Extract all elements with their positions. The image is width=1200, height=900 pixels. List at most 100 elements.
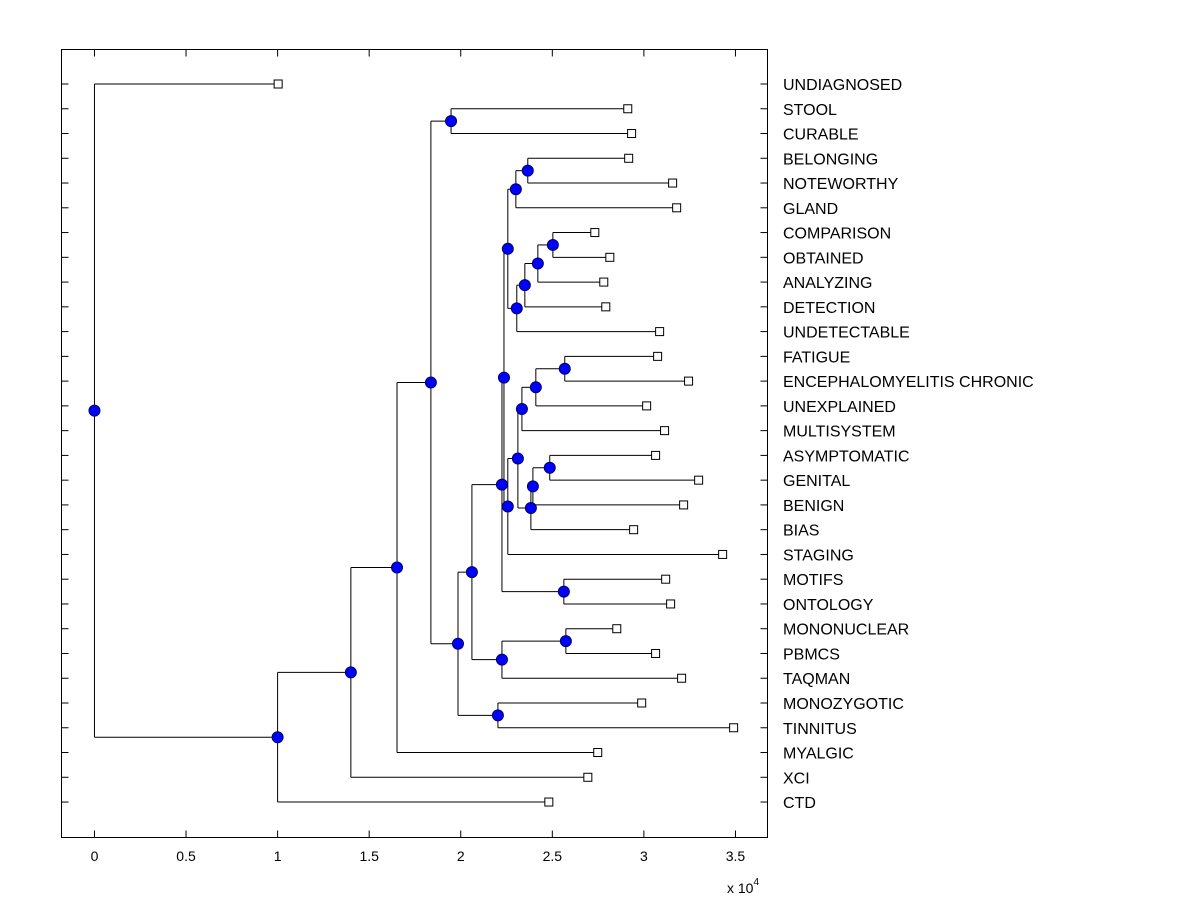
leaf-label: GENITAL xyxy=(783,473,850,490)
leaf-marker xyxy=(653,351,663,361)
leaf-marker xyxy=(668,178,678,188)
leaf-marker xyxy=(629,525,639,535)
leaf-marker xyxy=(605,252,615,262)
x-tick-label: 0.5 xyxy=(176,848,196,864)
leaf-label: UNDIAGNOSED xyxy=(783,77,902,94)
leaf-marker xyxy=(544,797,554,807)
leaf-marker xyxy=(642,401,652,411)
leaf-marker xyxy=(623,104,633,114)
leaf-label: STOOL xyxy=(783,102,837,119)
x-tick-label: 2 xyxy=(457,848,465,864)
leaf-marker xyxy=(694,475,704,485)
node-marker xyxy=(497,371,510,384)
leaf-label: UNDETECTABLE xyxy=(783,325,910,342)
node-marker xyxy=(524,502,537,515)
node-marker xyxy=(491,709,504,722)
node-marker xyxy=(88,404,101,417)
node-marker xyxy=(515,402,528,415)
leaf-marker xyxy=(718,549,728,559)
leaf-labels: UNDIAGNOSED STOOL CURABLE BELONGING NOTEWORT… xyxy=(783,77,1034,812)
x-tick-label: 2.5 xyxy=(543,848,563,864)
leaf-marker xyxy=(612,624,622,634)
leaf-label: FATIGUE xyxy=(783,349,850,366)
leaf-marker xyxy=(666,599,676,609)
node-marker xyxy=(465,566,478,579)
leaf-label: COMPARISON xyxy=(783,226,891,243)
leaf-label: MULTISYSTEM xyxy=(783,424,896,441)
leaf-marker xyxy=(660,426,670,436)
node-marker xyxy=(557,585,570,598)
leaf-marker xyxy=(661,574,671,584)
node-marker xyxy=(559,635,572,648)
node-marker xyxy=(521,164,534,177)
leaf-marker xyxy=(637,698,647,708)
leaf-marker xyxy=(655,327,665,337)
node-marker xyxy=(495,653,508,666)
leaf-label: ENCEPHALOMYELITIS CHRONIC xyxy=(783,374,1034,391)
leaf-marker xyxy=(601,302,611,312)
leaf-label: PBMCS xyxy=(783,646,840,663)
x-tick-label: 0 xyxy=(91,848,99,864)
x-tick-label: 1 xyxy=(274,848,282,864)
leaf-label: NOTEWORTHY xyxy=(783,176,899,193)
leaf-marker xyxy=(624,153,634,163)
leaf-label: MONONUCLEAR xyxy=(783,622,909,639)
node-marker xyxy=(501,242,514,255)
node-marker xyxy=(495,478,508,491)
node-marker xyxy=(451,637,464,650)
leaf-marker xyxy=(729,723,739,733)
leaf-label: CTD xyxy=(783,795,816,812)
node-marker xyxy=(391,561,404,574)
plot-area xyxy=(61,49,768,838)
leaf-marker xyxy=(684,376,694,386)
node-marker xyxy=(509,183,522,196)
leaf-marker xyxy=(651,450,661,460)
leaf-label: ANALYZING xyxy=(783,275,873,292)
node-marker xyxy=(558,362,571,375)
x-multiplier: x 104 xyxy=(727,877,759,896)
leaf-marker xyxy=(677,673,687,683)
node-marker xyxy=(511,452,524,465)
leaf-label: OBTAINED xyxy=(783,250,864,267)
dendrogram-marks xyxy=(88,79,739,807)
leaf-marker xyxy=(679,500,689,510)
node-marker xyxy=(526,480,539,493)
leaf-marker xyxy=(627,129,637,139)
leaf-label: MONOZYGOTIC xyxy=(783,696,904,713)
node-marker xyxy=(518,279,531,292)
leaf-label: MOTIFS xyxy=(783,572,843,589)
leaf-label: UNEXPLAINED xyxy=(783,399,896,416)
leaf-label: CURABLE xyxy=(783,127,859,144)
node-marker xyxy=(445,115,458,128)
leaf-label: ONTOLOGY xyxy=(783,597,874,614)
leaf-marker xyxy=(273,79,283,89)
node-marker xyxy=(271,731,284,744)
leaf-marker xyxy=(593,748,603,758)
node-marker xyxy=(546,238,559,251)
node-marker xyxy=(531,257,544,270)
leaf-label: STAGING xyxy=(783,547,854,564)
node-marker xyxy=(344,666,357,679)
leaf-marker xyxy=(651,648,661,658)
leaf-marker xyxy=(599,277,609,287)
leaf-marker xyxy=(590,228,600,238)
x-tick-label: 3.5 xyxy=(726,848,746,864)
leaf-marker xyxy=(672,203,682,213)
leaf-label: DETECTION xyxy=(783,300,875,317)
node-marker xyxy=(543,461,556,474)
leaf-label: BENIGN xyxy=(783,498,844,515)
x-tick-label: 3 xyxy=(640,848,648,864)
leaf-label: TINNITUS xyxy=(783,721,857,738)
leaf-label: MYALGIC xyxy=(783,746,854,763)
node-marker xyxy=(501,500,514,513)
node-marker xyxy=(424,376,437,389)
leaf-label: XCI xyxy=(783,770,810,787)
leaf-label: ASYMPTOMATIC xyxy=(783,448,910,465)
leaf-label: BIAS xyxy=(783,523,819,540)
node-marker xyxy=(510,302,523,315)
leaf-label: TAQMAN xyxy=(783,671,850,688)
leaf-label: BELONGING xyxy=(783,151,878,168)
leaf-label: GLAND xyxy=(783,201,838,218)
axis-ticks: 0 0.5 1 1.5 2 2.5 3 3.5 xyxy=(61,49,768,864)
